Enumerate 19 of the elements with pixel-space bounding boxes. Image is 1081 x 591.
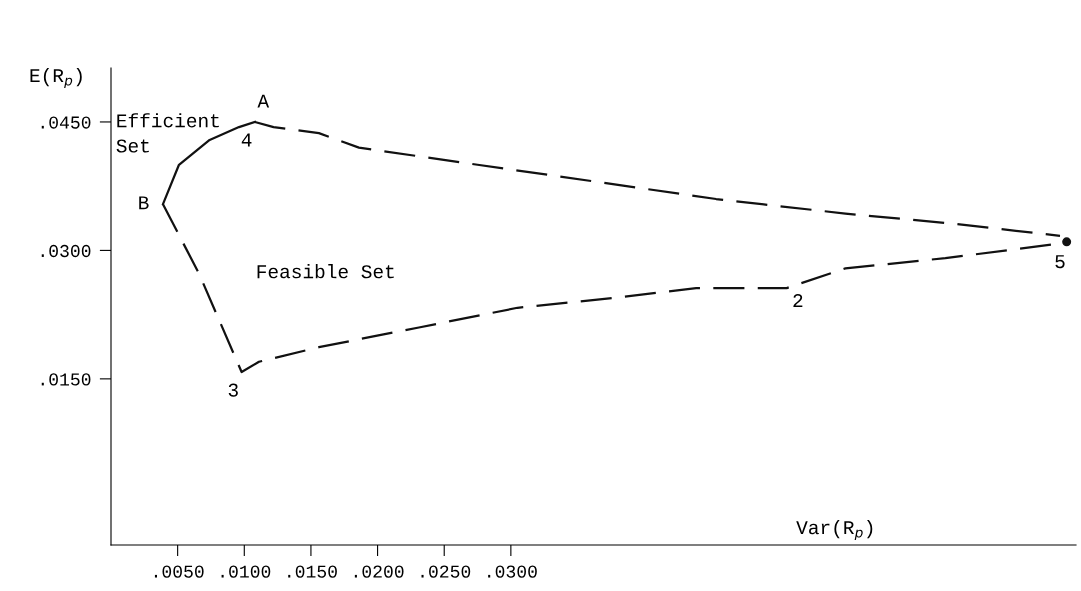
y-axis-title: E(R$_{p}$) bbox=[30, 68, 82, 89]
x-tick-label: .0250 bbox=[421, 565, 471, 578]
annotation: 5 bbox=[1055, 255, 1065, 269]
annotation: A bbox=[257, 94, 270, 108]
annotation: Efficient Set bbox=[116, 113, 219, 153]
x-tick-label: .0050 bbox=[154, 565, 204, 578]
x-axis-title: Var(R$_{p}$) bbox=[796, 520, 873, 541]
annotation: Feasible Set bbox=[257, 264, 394, 279]
y-tick-label: .0300 bbox=[41, 244, 91, 258]
y-tick-label: .0150 bbox=[41, 373, 91, 386]
x-tick-label: .0200 bbox=[354, 565, 404, 578]
annotation: 3 bbox=[228, 383, 238, 397]
annotation: B bbox=[139, 196, 149, 210]
x-tick-label: .0150 bbox=[288, 565, 337, 578]
annotation: 4 bbox=[241, 133, 252, 147]
y-tick-label: .0450 bbox=[41, 116, 91, 129]
x-tick-label: .0300 bbox=[488, 565, 537, 578]
x-tick-label: .0100 bbox=[221, 565, 271, 578]
annotation: 2 bbox=[793, 294, 803, 308]
